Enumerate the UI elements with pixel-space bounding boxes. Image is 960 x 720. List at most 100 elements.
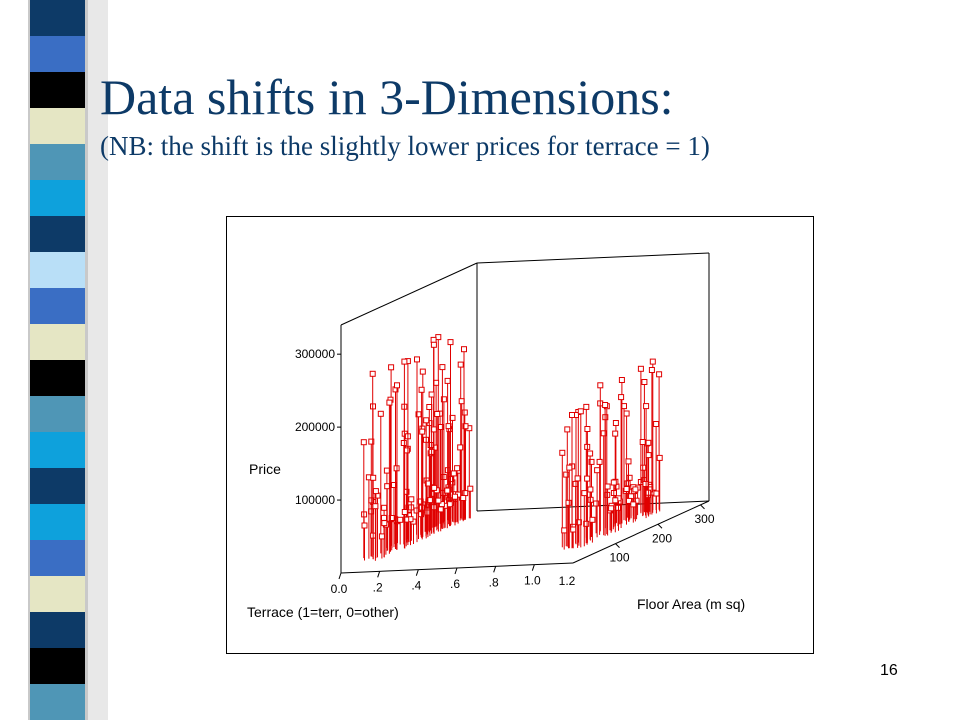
data-point — [569, 412, 575, 418]
data-needles — [360, 334, 663, 561]
data-point — [419, 368, 426, 375]
y-tick-label: 300 — [694, 512, 714, 526]
data-point — [623, 486, 630, 492]
data-point — [415, 411, 422, 418]
x-tick-label: .6 — [450, 577, 460, 591]
data-point — [623, 410, 630, 417]
data-point — [639, 439, 646, 445]
data-point — [600, 430, 607, 437]
x-tick — [338, 572, 342, 580]
data-point — [372, 488, 379, 495]
data-point — [570, 526, 577, 533]
data-point — [361, 522, 368, 529]
chart-frame: 100000 200000 300000 0.0 .2 .4 .6 .8 1.0 1.2 100 20… — [226, 216, 814, 654]
data-point — [381, 504, 388, 511]
data-point — [370, 474, 377, 481]
data-point — [641, 379, 648, 385]
data-point — [587, 486, 594, 493]
data-point — [583, 520, 590, 527]
slide-title: Data shifts in 3-Dimensions: — [100, 69, 674, 125]
data-point — [589, 516, 596, 523]
data-point — [424, 480, 431, 487]
data-point — [428, 391, 435, 398]
data-point — [431, 484, 438, 491]
data-point — [426, 404, 433, 410]
y-axis-line — [572, 500, 710, 564]
data-point — [637, 365, 644, 372]
y-tick — [657, 523, 663, 529]
data-point — [559, 449, 566, 456]
data-point — [386, 399, 393, 406]
data-point — [575, 519, 582, 526]
data-point — [458, 398, 465, 405]
data-point — [388, 364, 395, 371]
data-point — [450, 470, 457, 477]
data-point — [437, 506, 444, 513]
data-point — [612, 497, 619, 504]
data-point — [454, 465, 461, 472]
data-point — [372, 503, 379, 510]
x-tick — [377, 571, 381, 578]
x-tick — [454, 567, 458, 575]
data-point — [435, 497, 442, 504]
z-tick-label: 100000 — [295, 493, 335, 507]
data-point — [460, 495, 467, 501]
data-point — [369, 370, 376, 377]
data-point — [401, 509, 408, 515]
box-edge — [476, 252, 710, 264]
data-point — [597, 382, 604, 389]
data-point — [587, 450, 594, 457]
data-point — [430, 336, 437, 343]
x-tick-label: 0.0 — [331, 582, 348, 596]
data-point — [444, 487, 451, 494]
data-point — [445, 423, 452, 430]
data-point — [581, 490, 588, 497]
data-point — [397, 516, 404, 523]
data-point — [649, 358, 656, 365]
x-axis-label: Terrace (1=terr, 0=other) — [247, 604, 399, 620]
data-point — [401, 358, 408, 365]
data-point — [461, 346, 467, 353]
data-point — [423, 417, 430, 424]
y-axis-label: Floor Area (m sq) — [637, 596, 745, 612]
data-point — [626, 474, 633, 481]
data-point — [561, 527, 568, 534]
data-point — [457, 444, 464, 451]
data-point — [403, 447, 410, 454]
y-tick — [700, 504, 705, 510]
x-tick-label: .4 — [411, 579, 421, 593]
data-point — [565, 499, 572, 506]
data-point — [625, 458, 632, 465]
data-point — [408, 496, 415, 503]
data-point — [377, 410, 384, 417]
data-point — [596, 458, 603, 465]
scatter-3d-chart: 100000 200000 300000 0.0 .2 .4 .6 .8 1.0 1.2 100 20… — [247, 252, 745, 620]
x-tick — [415, 569, 419, 576]
data-point — [624, 480, 631, 487]
data-point — [427, 442, 434, 448]
data-point — [594, 467, 601, 474]
x-tick-label: 1.2 — [559, 574, 576, 588]
data-point — [444, 377, 451, 384]
data-point — [610, 479, 617, 486]
data-point — [633, 497, 640, 504]
data-point — [457, 361, 464, 368]
data-point — [403, 516, 410, 523]
box-edge — [340, 262, 478, 326]
z-tick-label: 200000 — [295, 420, 335, 434]
data-point — [577, 408, 584, 415]
data-point — [645, 452, 652, 459]
data-point — [439, 364, 446, 371]
x-tick-label: .8 — [489, 575, 499, 589]
data-point — [593, 500, 600, 507]
data-point — [462, 423, 469, 430]
data-point — [461, 409, 468, 416]
data-point — [632, 486, 639, 493]
data-point — [656, 454, 663, 461]
data-point — [419, 428, 426, 435]
data-point — [612, 430, 619, 437]
data-point — [653, 490, 660, 497]
y-tick — [615, 543, 620, 548]
data-point — [434, 411, 441, 417]
data-point — [424, 509, 431, 516]
